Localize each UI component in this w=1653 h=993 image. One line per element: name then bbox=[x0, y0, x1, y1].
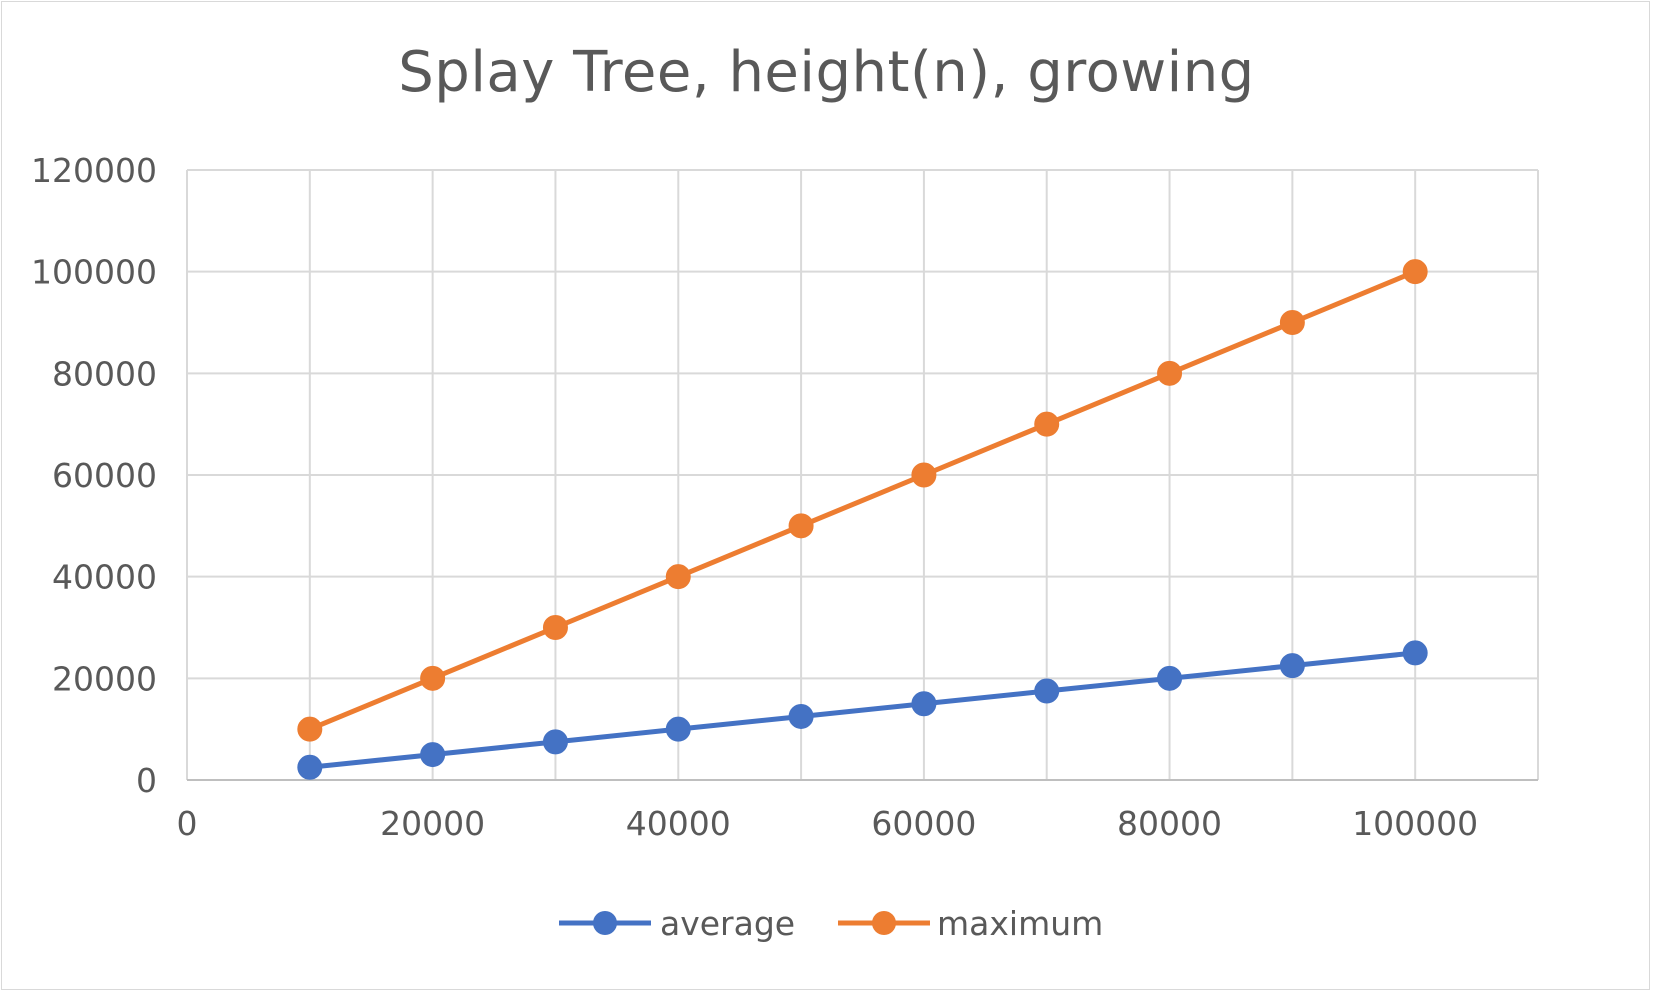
legend-swatch-marker bbox=[872, 911, 896, 935]
data-point-average bbox=[542, 729, 568, 755]
x-tick-label: 60000 bbox=[871, 804, 976, 843]
data-point-average bbox=[1157, 665, 1183, 691]
data-point-average bbox=[665, 716, 691, 742]
x-tick-label: 100000 bbox=[1352, 804, 1478, 843]
series-maximum bbox=[297, 259, 1428, 742]
x-tick-label: 0 bbox=[177, 804, 198, 843]
data-point-maximum bbox=[1157, 360, 1183, 386]
x-tick-label: 40000 bbox=[626, 804, 731, 843]
x-tick-label: 80000 bbox=[1117, 804, 1222, 843]
grid-lines bbox=[186, 169, 1539, 780]
data-point-average bbox=[1034, 678, 1060, 704]
data-point-average bbox=[911, 691, 937, 717]
x-tick-label: 20000 bbox=[380, 804, 485, 843]
y-tick-label: 60000 bbox=[52, 456, 157, 495]
y-tick-label: 40000 bbox=[52, 558, 157, 597]
data-point-maximum bbox=[1402, 259, 1428, 285]
y-tick-label: 120000 bbox=[31, 151, 157, 190]
series-line-maximum bbox=[308, 269, 1417, 732]
y-tick-label: 100000 bbox=[31, 253, 157, 292]
legend-swatch-marker bbox=[593, 911, 617, 935]
y-tick-label: 80000 bbox=[52, 354, 157, 393]
data-point-maximum bbox=[542, 615, 568, 640]
legend-label: average bbox=[660, 904, 795, 943]
data-point-average bbox=[420, 742, 446, 768]
y-tick-label: 20000 bbox=[52, 659, 157, 698]
data-point-maximum bbox=[297, 716, 323, 742]
data-point-average bbox=[297, 754, 323, 780]
legend-item-average: average bbox=[559, 904, 795, 943]
axes: 0 20000 40000 60000 80000 100000 120000 0 20000 4… bbox=[31, 151, 1538, 843]
data-point-maximum bbox=[665, 564, 691, 590]
legend-label: maximum bbox=[937, 904, 1103, 943]
data-point-maximum bbox=[788, 513, 814, 539]
series-average bbox=[297, 640, 1428, 780]
legend-item-maximum: maximum bbox=[838, 904, 1103, 943]
data-point-maximum bbox=[911, 462, 937, 488]
data-point-average bbox=[788, 703, 814, 729]
y-tick-label: 0 bbox=[136, 761, 157, 800]
chart-title: Splay Tree, height(n), growing bbox=[398, 40, 1255, 105]
data-point-average bbox=[1279, 653, 1305, 679]
data-point-maximum bbox=[1279, 310, 1305, 335]
data-point-average bbox=[1402, 640, 1428, 666]
data-series bbox=[297, 259, 1428, 780]
data-point-maximum bbox=[1034, 411, 1060, 437]
legend: average maximum bbox=[559, 904, 1103, 943]
series-line-average bbox=[309, 650, 1416, 770]
data-point-maximum bbox=[420, 665, 446, 691]
